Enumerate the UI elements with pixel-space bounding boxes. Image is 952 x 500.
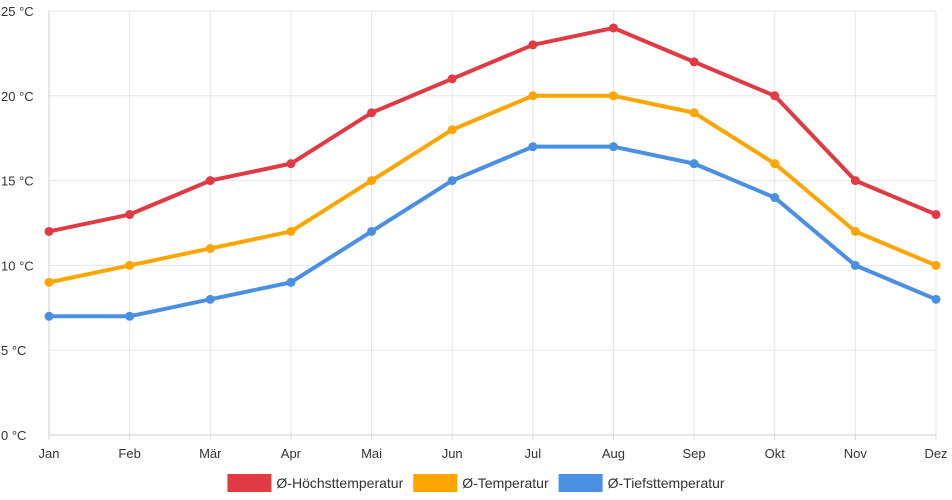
data-point[interactable]: [689, 57, 699, 67]
legend-item-1[interactable]: Ø-Temperatur: [413, 474, 549, 492]
legend-label: Ø-Tiefsttemperatur: [608, 475, 725, 491]
legend-swatch: [413, 474, 458, 492]
x-tick-label: Aug: [602, 446, 625, 461]
data-point[interactable]: [528, 142, 538, 152]
data-point[interactable]: [447, 176, 457, 186]
series-points: [44, 23, 941, 321]
data-point[interactable]: [608, 23, 618, 33]
x-tick-label: Mär: [199, 446, 222, 461]
data-point[interactable]: [770, 193, 780, 203]
data-point[interactable]: [931, 210, 941, 220]
data-point[interactable]: [44, 311, 54, 321]
x-tick-label: Jan: [39, 446, 60, 461]
y-tick-label: 20 °C: [1, 89, 34, 104]
data-point[interactable]: [689, 108, 699, 118]
data-point[interactable]: [447, 125, 457, 135]
data-point[interactable]: [689, 159, 699, 169]
data-point[interactable]: [528, 40, 538, 50]
x-tick-label: Dez: [924, 446, 947, 461]
legend-swatch: [558, 474, 603, 492]
data-point[interactable]: [367, 226, 377, 236]
legend-label: Ø-Temperatur: [462, 475, 549, 491]
data-point[interactable]: [44, 277, 54, 287]
data-point[interactable]: [931, 294, 941, 304]
data-point[interactable]: [367, 108, 377, 118]
data-point[interactable]: [770, 91, 780, 101]
series-line-0: [47, 25, 938, 234]
data-point[interactable]: [850, 226, 860, 236]
data-point[interactable]: [770, 159, 780, 169]
y-tick-label: 0 °C: [1, 428, 26, 443]
data-point[interactable]: [125, 311, 135, 321]
x-tick-label: Jul: [525, 446, 542, 461]
legend-item-2[interactable]: Ø-Tiefsttemperatur: [558, 474, 725, 492]
data-point[interactable]: [931, 260, 941, 270]
legend[interactable]: Ø-Höchsttemperatur Ø-Temperatur Ø-Tiefstte…: [227, 474, 725, 492]
legend-swatch: [227, 474, 272, 492]
data-point[interactable]: [125, 260, 135, 270]
data-point[interactable]: [286, 159, 296, 169]
x-tick-label: Feb: [118, 446, 140, 461]
y-tick-label: 15 °C: [1, 174, 34, 189]
x-tick-label: Nov: [844, 446, 868, 461]
data-point[interactable]: [367, 176, 377, 186]
x-tick-label: Mai: [361, 446, 382, 461]
data-point[interactable]: [125, 210, 135, 220]
series-line-1: [47, 93, 938, 285]
data-point[interactable]: [205, 294, 215, 304]
data-point[interactable]: [205, 176, 215, 186]
y-tick-label: 5 °C: [1, 343, 26, 358]
y-tick-label: 25 °C: [1, 4, 34, 19]
series-lines: [47, 25, 938, 319]
x-tick-label: Apr: [281, 446, 302, 461]
data-point[interactable]: [850, 176, 860, 186]
x-tick-label: Jun: [442, 446, 463, 461]
data-point[interactable]: [44, 226, 54, 236]
series-line-2: [47, 144, 938, 319]
data-point[interactable]: [608, 91, 618, 101]
axes: 0 °C 5 °C 10 °C 15 °C 20 °C 25 °C Jan Feb Mär Apr…: [1, 4, 948, 461]
y-tick-label: 10 °C: [1, 258, 34, 273]
data-point[interactable]: [447, 74, 457, 84]
data-point[interactable]: [528, 91, 538, 101]
x-tick-label: Sep: [683, 446, 706, 461]
data-point[interactable]: [205, 243, 215, 253]
legend-item-0[interactable]: Ø-Höchsttemperatur: [227, 474, 404, 492]
data-point[interactable]: [286, 277, 296, 287]
x-tick-label: Okt: [765, 446, 786, 461]
data-point[interactable]: [286, 226, 296, 236]
data-point[interactable]: [608, 142, 618, 152]
data-point[interactable]: [850, 260, 860, 270]
legend-label: Ø-Höchsttemperatur: [276, 475, 403, 491]
